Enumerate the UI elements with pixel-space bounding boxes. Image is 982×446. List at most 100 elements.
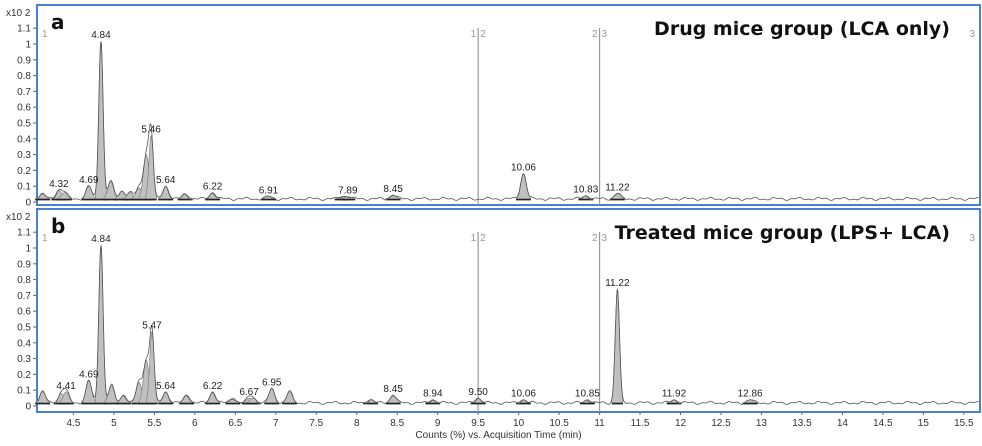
chromatogram-trace	[37, 246, 979, 405]
peak-label: 4.84	[91, 234, 111, 245]
peak-label: 10.06	[511, 389, 536, 400]
peak-label: 8.94	[423, 389, 443, 400]
x-tick-label: 8.5	[390, 418, 404, 429]
panel-letter: a	[51, 10, 65, 34]
peak-label: 4.84	[91, 30, 111, 41]
peak-label: 4.32	[49, 179, 69, 190]
panel-letter: b	[51, 214, 65, 238]
segment-marker: 1	[42, 29, 48, 40]
peak-label: 7.89	[338, 185, 358, 196]
x-tick-label: 14.5	[873, 418, 893, 429]
y-tick-label: 0.6	[17, 103, 31, 114]
x-tick-label: 5.5	[147, 418, 161, 429]
x-tick-label: 11.5	[631, 418, 650, 429]
y-tick-label: 1	[25, 244, 31, 255]
x-tick-label: 9.5	[471, 418, 485, 429]
y-tick-label: 0.9	[17, 55, 31, 66]
segment-marker: 1	[471, 29, 477, 40]
peak-label: 4.69	[79, 370, 99, 381]
x-tick-label: 6.5	[228, 418, 242, 429]
peak-label: 10.85	[575, 389, 600, 400]
panel-title: Treated mice group (LPS+ LCA)	[615, 222, 950, 244]
y-tick-label: 0	[25, 198, 31, 209]
y-tick-label: 1.1	[17, 24, 31, 35]
peak-label: 6.67	[239, 387, 259, 398]
y-tick-label: 0.8	[17, 275, 31, 286]
panel-a: x10 200.10.20.30.40.50.60.70.80.911.1 1 1 2…	[6, 4, 981, 209]
peak-label: 5.64	[156, 381, 176, 392]
segment-marker: 3	[969, 233, 975, 244]
peak-label: 5.46	[141, 125, 161, 136]
peak-label: 10.83	[573, 185, 598, 196]
x-tick-label: 6	[192, 418, 198, 429]
segment-marker: 2	[480, 233, 486, 244]
x-tick-label: 15.5	[954, 418, 974, 429]
x-tick-label: 13.5	[792, 418, 812, 429]
segment-marker: 2	[480, 29, 486, 40]
panel-b: x10 200.10.20.30.40.50.60.70.80.911.1 1 1 2…	[6, 208, 981, 441]
y-tick-label: 0.7	[17, 291, 31, 302]
x-tick-label: 15	[918, 418, 930, 429]
peak-area	[34, 391, 51, 404]
peak-label: 6.95	[262, 378, 282, 389]
peak-label: 8.45	[383, 384, 403, 395]
x-tick-label: 10.5	[549, 418, 569, 429]
x-tick-label: 11	[594, 418, 605, 429]
segment-marker: 2	[592, 233, 598, 244]
y-tick-label: 0.4	[17, 134, 31, 145]
y-tick-label: 0.3	[17, 354, 31, 365]
segment-marker: 3	[602, 233, 608, 244]
y-tick-label: 0.5	[17, 323, 31, 334]
panel-frame	[36, 4, 981, 206]
peak-label: 6.22	[203, 182, 223, 193]
segment-marker: 1	[471, 233, 477, 244]
peak-label: 11.22	[605, 278, 630, 289]
y-tick-label: 0.7	[17, 87, 31, 98]
panel-title: Drug mice group (LCA only)	[654, 18, 950, 40]
y-tick-label: 0.8	[17, 71, 31, 82]
panel-frame	[36, 208, 981, 413]
y-tick-label: 0.1	[17, 182, 31, 193]
y-tick-label: 0.4	[17, 338, 31, 349]
y-tick-label: 0.9	[17, 259, 31, 270]
y-tick-label: 1	[25, 40, 31, 51]
y-tick-label: 0.5	[17, 119, 31, 130]
y-multiplier: x10 2	[6, 212, 31, 223]
peak-label: 6.22	[203, 381, 223, 392]
segment-marker: 3	[602, 29, 608, 40]
y-tick-label: 0	[25, 402, 31, 413]
peak-area	[339, 196, 357, 200]
peak-label: 4.69	[79, 175, 99, 186]
x-axis-label: Counts (%) vs. Acquisition Time (min)	[415, 430, 581, 441]
x-tick-label: 10	[513, 418, 525, 429]
y-tick-label: 0.2	[17, 370, 31, 381]
y-tick-label: 0.2	[17, 166, 31, 177]
peak-area	[157, 391, 174, 404]
x-tick-label: 9	[435, 418, 441, 429]
y-multiplier: x10 2	[6, 8, 31, 19]
peak-label: 9.50	[468, 387, 488, 398]
segment-marker: 3	[969, 29, 975, 40]
x-tick-label: 12.5	[711, 418, 731, 429]
peak-label: 10.06	[511, 163, 536, 174]
peak-label: 4.41	[56, 381, 76, 392]
x-tick-label: 4.5	[66, 418, 80, 429]
peak-label: 11.92	[662, 389, 687, 400]
peak-area	[102, 181, 119, 200]
x-tick-label: 14	[837, 418, 849, 429]
peak-label: 6.91	[259, 185, 279, 196]
segment-marker: 2	[592, 29, 598, 40]
x-tick-label: 7.5	[309, 418, 323, 429]
peak-label: 12.86	[738, 389, 763, 400]
y-tick-label: 1.1	[17, 228, 31, 239]
y-tick-label: 0.1	[17, 386, 31, 397]
x-tick-label: 8	[354, 418, 360, 429]
segment-marker: 1	[42, 233, 48, 244]
peak-label: 11.22	[605, 182, 630, 193]
x-tick-label: 5	[111, 418, 117, 429]
peak-area	[263, 388, 280, 404]
peak-area	[56, 192, 73, 200]
y-tick-label: 0.6	[17, 307, 31, 318]
peak-label: 5.47	[142, 321, 162, 332]
